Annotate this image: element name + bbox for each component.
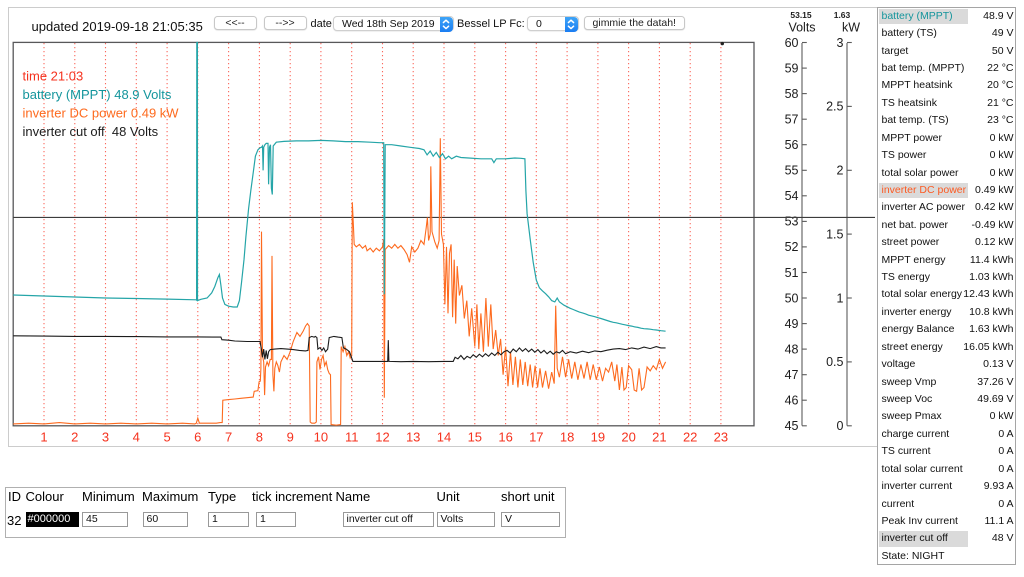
- svg-text:15: 15: [468, 430, 482, 445]
- svg-text:kW: kW: [842, 21, 860, 35]
- svg-text:7: 7: [225, 430, 232, 445]
- svg-text:battery (MPPT) 48.9 Volts: battery (MPPT) 48.9 Volts: [23, 87, 172, 102]
- svg-text:21: 21: [652, 430, 666, 445]
- svg-text:0: 0: [837, 419, 844, 433]
- svg-text:1.5: 1.5: [826, 227, 843, 241]
- svg-text:1: 1: [40, 430, 47, 445]
- svg-text:2.5: 2.5: [826, 100, 843, 114]
- svg-text:11: 11: [345, 430, 359, 445]
- svg-text:1: 1: [837, 291, 844, 305]
- svg-text:2: 2: [71, 430, 78, 445]
- svg-text:time 21:03: time 21:03: [23, 68, 84, 83]
- svg-text:55: 55: [785, 164, 799, 178]
- svg-text:45: 45: [785, 419, 799, 433]
- svg-text:10: 10: [314, 430, 328, 445]
- svg-text:56: 56: [785, 138, 799, 152]
- svg-text:8: 8: [256, 430, 263, 445]
- svg-text:18: 18: [560, 430, 574, 445]
- svg-text:12: 12: [375, 430, 389, 445]
- svg-text:5: 5: [163, 430, 170, 445]
- svg-text:3: 3: [837, 36, 844, 50]
- svg-text:13: 13: [406, 430, 420, 445]
- svg-text:22: 22: [683, 430, 697, 445]
- svg-text:19: 19: [591, 430, 605, 445]
- svg-text:53: 53: [785, 215, 799, 229]
- svg-text:Volts: Volts: [788, 21, 815, 35]
- svg-text:49: 49: [785, 317, 799, 331]
- svg-text:51: 51: [785, 266, 799, 280]
- svg-text:6: 6: [194, 430, 201, 445]
- svg-text:inverter DC power 0.49 kW: inverter DC power 0.49 kW: [23, 106, 180, 121]
- svg-text:47: 47: [785, 368, 799, 382]
- svg-text:50: 50: [785, 291, 799, 305]
- svg-text:9: 9: [287, 430, 294, 445]
- svg-text:54: 54: [785, 189, 799, 203]
- svg-text:60: 60: [785, 36, 799, 50]
- svg-text:57: 57: [785, 113, 799, 127]
- svg-text:20: 20: [621, 430, 635, 445]
- svg-text:53.15: 53.15: [790, 10, 812, 20]
- svg-text:0.5: 0.5: [826, 355, 843, 369]
- svg-text:16: 16: [498, 430, 512, 445]
- svg-text:52: 52: [785, 240, 799, 254]
- svg-text:inverter cut off 48 Volts: inverter cut off 48 Volts: [23, 124, 159, 139]
- svg-text:3: 3: [102, 430, 109, 445]
- svg-text:59: 59: [785, 61, 799, 75]
- svg-text:48: 48: [785, 342, 799, 356]
- svg-text:23: 23: [714, 430, 728, 445]
- svg-text:17: 17: [529, 430, 543, 445]
- svg-text:14: 14: [437, 430, 451, 445]
- svg-text:1.63: 1.63: [834, 10, 851, 20]
- svg-text:46: 46: [785, 394, 799, 408]
- svg-text:2: 2: [837, 164, 844, 178]
- svg-text:4: 4: [133, 430, 140, 445]
- svg-text:58: 58: [785, 87, 799, 101]
